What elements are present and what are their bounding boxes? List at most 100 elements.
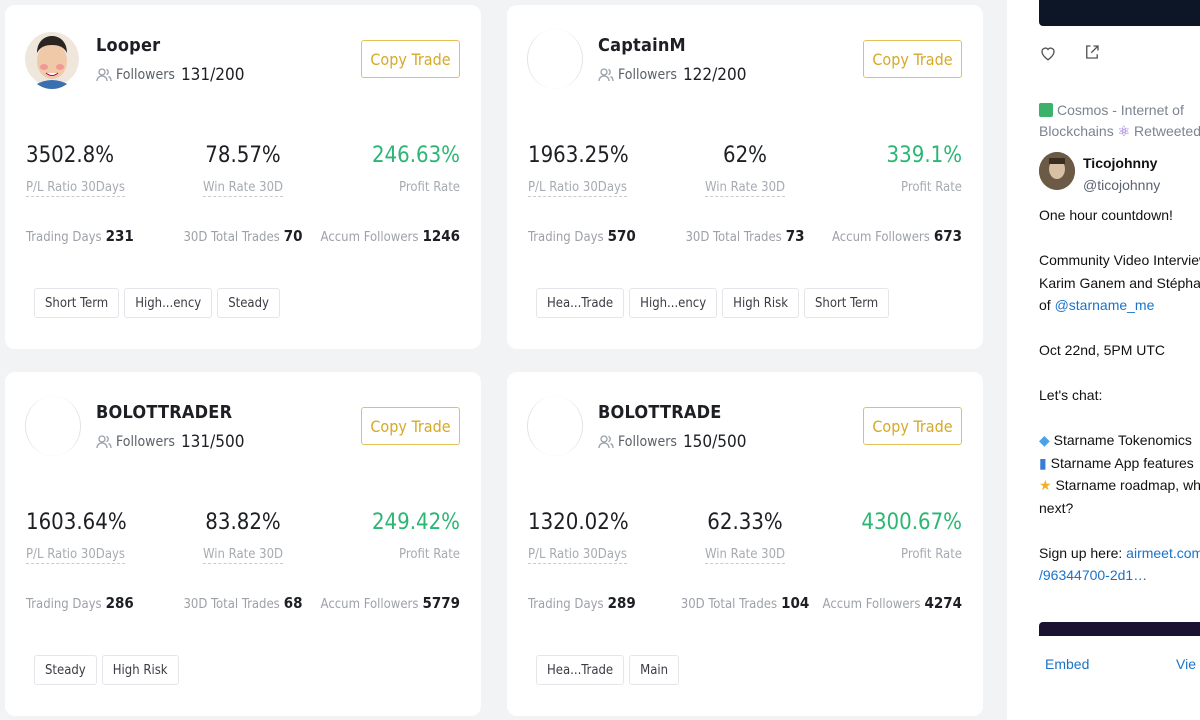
copy-trade-button[interactable]: Copy Trade [863,407,962,445]
profit-rate-value: 4300.67% [861,510,962,535]
trader-name[interactable]: BOLOTTRADE [598,402,722,423]
retweet-source-2: Blockchains [1039,123,1114,139]
win-rate-label[interactable]: Win Rate 30D [202,180,284,197]
trading-days: Trading Days 286 [26,594,134,612]
copy-trade-button[interactable]: Copy Trade [863,40,962,78]
followers-count: Followers 131/200 [96,65,244,85]
view-on-twitter-link[interactable]: Vie [1176,656,1196,672]
followers-label: Followers [618,67,677,83]
share-icon[interactable] [1083,43,1101,61]
tweet-line: Karim Ganem and Stéphan [1039,274,1200,291]
tweet-body: One hour countdown! Community Video Inte… [1039,204,1200,587]
win-rate-label[interactable]: Win Rate 30D [704,547,786,564]
profit-rate-label: Profit Rate [901,180,962,195]
tweet-line: ★ Starname roadmap, wh [1039,474,1200,497]
trading-days-label: Trading Days [26,597,102,612]
pl-ratio-label[interactable]: P/L Ratio 30Days [528,547,627,564]
tweet-media-bottom[interactable] [1039,622,1200,636]
total-trades-value: 70 [283,227,303,245]
followers-label: Followers [618,434,677,450]
pl-ratio-value: 3502.8% [26,143,115,168]
tweet-line: of @starname_me [1039,294,1200,317]
trading-days: Trading Days 289 [528,594,636,612]
pl-ratio-label[interactable]: P/L Ratio 30Days [528,180,627,197]
profit-rate-label: Profit Rate [901,547,962,562]
profit-rate-value: 249.42% [371,510,460,535]
strategy-tag[interactable]: Main [629,655,680,685]
tweet-line: Sign up here: airmeet.com/ [1039,542,1200,565]
total-trades-label: 30D Total Trades [183,597,280,612]
retweet-context[interactable]: Cosmos - Internet of Blockchains ⚛ Retwe… [1039,100,1200,142]
trader-name[interactable]: CaptainM [598,35,686,56]
pl-ratio-label[interactable]: P/L Ratio 30Days [26,180,125,197]
trader-card: BOLOTTRADE Followers 150/500 Copy Trade … [507,372,983,716]
total-trades: 30D Total Trades 73 [685,227,804,245]
heart-icon[interactable] [1039,44,1057,62]
total-trades: 30D Total Trades 70 [183,227,302,245]
followers-icon [96,68,112,82]
followers-value: 122/200 [682,65,747,85]
strategy-tag[interactable]: Steady [34,655,97,685]
tweet-author-handle[interactable]: @ticojohnny [1083,177,1161,193]
followers-count: Followers 131/500 [96,432,244,452]
tweet-line: Community Video Interview [1039,252,1200,268]
trader-name[interactable]: Looper [96,35,161,56]
profit-rate-label: Profit Rate [399,180,460,195]
copy-trade-button[interactable]: Copy Trade [361,407,460,445]
accum-followers-value: 4274 [924,594,962,612]
accum-followers: Accum Followers 5779 [321,594,460,612]
accum-followers-label: Accum Followers [320,597,419,612]
trader-avatar[interactable] [25,29,79,89]
strategy-tag[interactable]: High...ency [124,288,213,318]
win-rate-label[interactable]: Win Rate 30D [202,547,284,564]
trading-days: Trading Days 231 [26,227,134,245]
total-trades-value: 68 [283,594,303,612]
mention-link[interactable]: @starname_me [1054,297,1155,313]
atom-icon: ⚛ [1117,123,1131,139]
strategy-tag[interactable]: Short Term [34,288,120,318]
followers-icon [598,68,614,82]
star-icon: ★ [1039,477,1052,493]
win-rate-value: 62.33% [707,510,783,535]
tweet-line: Let's chat: [1039,387,1103,403]
trading-days: Trading Days 570 [528,227,636,245]
trading-days-value: 570 [607,227,636,245]
win-rate-label[interactable]: Win Rate 30D [704,180,786,197]
tweet-media-top[interactable] [1039,0,1200,26]
retweet-source: Cosmos - Internet of [1057,102,1184,118]
tweet-line: ◆ Starname Tokenomics [1039,429,1200,452]
trading-days-value: 289 [607,594,636,612]
strategy-tag[interactable]: High Risk [722,288,799,318]
trader-name[interactable]: BOLOTTRADER [96,402,233,423]
strategy-tag[interactable]: Hea...Trade [536,655,625,685]
signup-link[interactable]: airmeet.com/ [1126,544,1200,561]
trading-days-label: Trading Days [528,597,604,612]
followers-count: Followers 122/200 [598,65,746,85]
strategy-tag[interactable]: Steady [217,288,280,318]
strategy-tag[interactable]: Hea...Trade [536,288,625,318]
accum-followers-value: 1246 [422,227,460,245]
trading-days-label: Trading Days [528,230,604,245]
trader-card: BOLOTTRADER Followers 131/500 Copy Trade… [5,372,481,716]
trader-avatar[interactable] [25,396,81,456]
embed-link[interactable]: Embed [1045,656,1090,672]
accum-followers: Accum Followers 1246 [321,227,460,245]
tweet-text: Sign up here: [1039,544,1127,561]
strategy-tag[interactable]: High Risk [101,655,179,685]
pl-ratio-label[interactable]: P/L Ratio 30Days [26,547,125,564]
trader-avatar[interactable] [527,29,583,89]
win-rate-value: 83.82% [205,510,281,535]
strategy-tag[interactable]: Short Term [803,288,890,318]
accum-followers: Accum Followers 673 [832,227,962,245]
copy-trade-button[interactable]: Copy Trade [361,40,460,78]
win-rate-value: 78.57% [205,143,281,168]
trader-avatar[interactable] [527,396,583,456]
accum-followers-value: 673 [933,227,962,245]
trader-card: Looper Followers 131/200 Copy Trade 3502… [5,5,481,349]
signup-link-2[interactable]: /96344700-2d1… [1039,567,1148,583]
tweet-author-name[interactable]: Ticojohnny [1083,155,1158,171]
tag-list: Short Term High...ency Steady [34,288,280,318]
accum-followers: Accum Followers 4274 [823,594,962,612]
tweet-author-avatar[interactable] [1039,152,1075,190]
strategy-tag[interactable]: High...ency [629,288,718,318]
